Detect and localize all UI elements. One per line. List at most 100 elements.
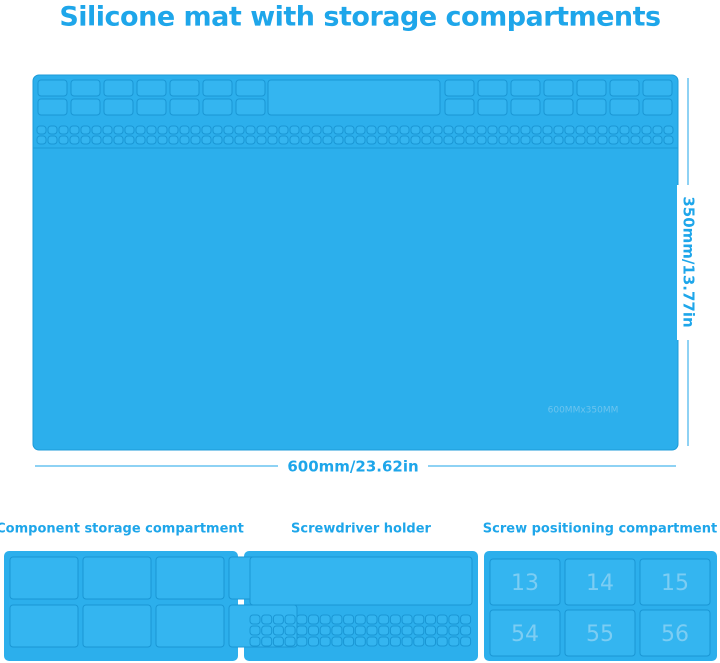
compartment	[322, 125, 333, 135]
compartment	[421, 125, 432, 135]
compartment	[413, 636, 425, 647]
compartment	[543, 98, 574, 116]
compartment	[564, 609, 636, 657]
compartment	[413, 614, 425, 625]
compartment	[410, 125, 421, 135]
compartment	[378, 614, 390, 625]
compartment	[444, 79, 475, 97]
compartment	[245, 135, 256, 145]
compartment	[331, 614, 343, 625]
compartment	[37, 79, 68, 97]
panel-label: Component storage compartment	[0, 522, 244, 537]
compartment	[311, 135, 322, 145]
compartment	[331, 636, 343, 647]
compartment	[36, 125, 47, 135]
panel-label: Screw positioning compartment	[483, 522, 717, 537]
compartment	[401, 625, 413, 636]
compartment	[477, 79, 508, 97]
compartment	[354, 636, 366, 647]
compartment	[476, 125, 487, 135]
compartment	[520, 125, 531, 135]
compartment	[124, 135, 135, 145]
compartment	[37, 98, 68, 116]
compartment	[619, 135, 630, 145]
compartment	[284, 625, 296, 636]
compartment	[267, 79, 441, 116]
compartment	[9, 556, 79, 600]
compartment	[597, 125, 608, 135]
compartment	[91, 135, 102, 145]
compartment	[168, 135, 179, 145]
compartment	[201, 125, 212, 135]
compartment	[47, 135, 58, 145]
compartment	[465, 125, 476, 135]
compartment	[476, 135, 487, 145]
compartment	[639, 609, 711, 657]
compartment	[322, 135, 333, 145]
compartment	[542, 125, 553, 135]
compartment	[103, 98, 134, 116]
compartment	[146, 135, 157, 145]
compartment	[489, 558, 561, 606]
compartment	[82, 556, 152, 600]
compartment	[510, 79, 541, 97]
compartment	[179, 125, 190, 135]
compartment	[401, 636, 413, 647]
compartment	[609, 79, 640, 97]
compartment	[642, 79, 673, 97]
compartment	[425, 625, 436, 636]
compartment	[245, 125, 256, 135]
compartment	[378, 625, 390, 636]
compartment	[564, 558, 636, 606]
compartment	[146, 125, 157, 135]
compartment	[399, 125, 410, 135]
compartment	[564, 125, 575, 135]
compartment	[388, 135, 399, 145]
compartment	[179, 135, 190, 145]
compartment	[343, 636, 355, 647]
compartment	[553, 135, 564, 145]
compartment	[69, 125, 80, 135]
compartment	[249, 636, 261, 647]
compartment	[333, 125, 344, 135]
compartment	[531, 135, 542, 145]
compartment	[354, 614, 366, 625]
compartment	[135, 125, 146, 135]
compartment	[460, 625, 472, 636]
compartment	[355, 135, 366, 145]
compartment	[261, 636, 273, 647]
compartment	[135, 135, 146, 145]
compartment	[489, 609, 561, 657]
compartment	[344, 125, 355, 135]
compartment	[477, 98, 508, 116]
compartment	[652, 125, 663, 135]
compartment	[202, 98, 233, 116]
panel-details: 13 14 15 54 55 56	[9, 556, 711, 657]
compartment	[249, 614, 261, 625]
compartment	[102, 125, 113, 135]
compartment	[586, 125, 597, 135]
compartment	[448, 636, 460, 647]
compartment	[80, 125, 91, 135]
compartment	[296, 625, 308, 636]
compartment	[509, 135, 520, 145]
compartment	[136, 79, 167, 97]
compartment	[642, 98, 673, 116]
compartment	[425, 614, 436, 625]
label-bg	[278, 455, 428, 477]
compartment	[366, 614, 378, 625]
compartment	[389, 636, 401, 647]
compartment	[319, 625, 331, 636]
compartment	[377, 135, 388, 145]
compartment	[389, 625, 401, 636]
compartment	[261, 625, 273, 636]
compartment	[641, 125, 652, 135]
compartment	[331, 625, 343, 636]
compartment	[319, 614, 331, 625]
compartment	[366, 636, 378, 647]
compartment	[289, 135, 300, 145]
compartment	[542, 135, 553, 145]
compartment	[432, 135, 443, 145]
compartment	[190, 125, 201, 135]
